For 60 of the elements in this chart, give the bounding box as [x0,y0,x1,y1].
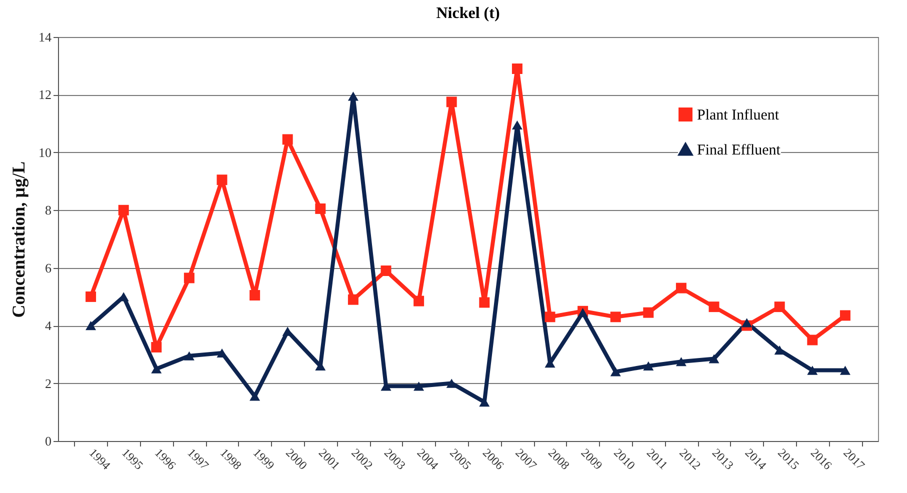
y-tick-label: 0 [45,434,52,448]
point [282,134,293,145]
point [512,64,522,74]
point [216,174,228,186]
point [840,366,850,375]
x-tick-label: 1997 [184,446,212,472]
point [250,392,260,401]
point [840,310,850,321]
point [446,96,457,108]
x-tick-label: 2017 [840,446,868,472]
point [86,291,96,302]
point [414,296,424,306]
point [544,312,556,322]
point [184,272,194,284]
point [512,120,522,130]
y-tick-label: 12 [38,87,52,102]
point [676,357,686,366]
point [807,366,818,375]
point [184,351,194,360]
point [708,354,720,364]
point [216,348,228,358]
point [578,308,588,318]
x-tick-label: 1998 [218,446,244,472]
point [610,367,621,376]
x-tick-label: 1996 [152,446,179,472]
legend-label: Final Effluent [697,142,782,158]
point [774,346,785,355]
y-tick-label: 14 [38,30,52,44]
point [151,342,162,352]
y-tick-label: 2 [45,376,52,391]
point [348,294,358,305]
y-tick-label: 8 [45,202,52,218]
x-tick-label: 1999 [250,446,278,472]
x-tick-label: 2007 [512,446,540,472]
point [643,307,654,318]
point [315,203,326,214]
point [610,312,621,322]
legend-label: Plant Influent [697,108,780,124]
point [250,290,260,301]
y-tick-label: 10 [38,144,52,160]
x-tick-label: 1995 [119,446,146,472]
chart-title: Nickel (t) [436,5,500,22]
point [380,266,392,276]
y-axis-title: Concentration, µg/L [8,161,28,318]
x-tick-label: 1994 [86,446,114,472]
point [414,382,424,391]
point [807,334,818,346]
point [348,92,358,101]
point [86,321,96,330]
y-tick-label: 6 [45,260,52,276]
point [118,204,129,216]
point [742,318,752,328]
point [708,302,720,312]
point [676,282,686,294]
point [479,297,490,308]
point [446,378,457,388]
point [774,302,785,312]
point [151,364,162,374]
point [643,361,654,371]
y-tick-label: 4 [45,318,52,334]
